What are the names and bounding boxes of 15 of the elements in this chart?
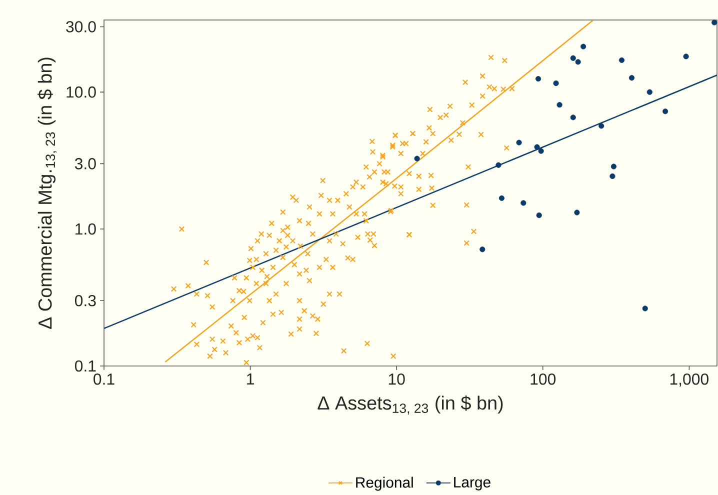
- y-tick-label: 0.3: [74, 295, 96, 306]
- y-tick-label: 3.0: [74, 158, 96, 170]
- y-tick-label: 10.0: [66, 86, 96, 98]
- x-axis-title: Δ Assets$_{13, 23}$ (in $ bn): [318, 396, 503, 415]
- x-tick-label: 1,000: [670, 374, 708, 387]
- x-tick-label: 0.1: [94, 374, 114, 385]
- x-tick-label: 100: [530, 374, 556, 385]
- y-tick-label: 1.0: [76, 223, 96, 235]
- legend-label: Regional: [356, 476, 413, 491]
- y-tick-label: 0.1: [74, 360, 96, 372]
- x-tick-label: 1: [247, 373, 254, 384]
- legend-label: Large: [454, 477, 490, 490]
- y-tick-label: 30.0: [66, 21, 96, 32]
- x-tick-label: 10: [388, 374, 405, 385]
- y-axis-title: Δ Commercial Mtg.$_{13, 23}$ (in $ bn): [38, 58, 57, 329]
